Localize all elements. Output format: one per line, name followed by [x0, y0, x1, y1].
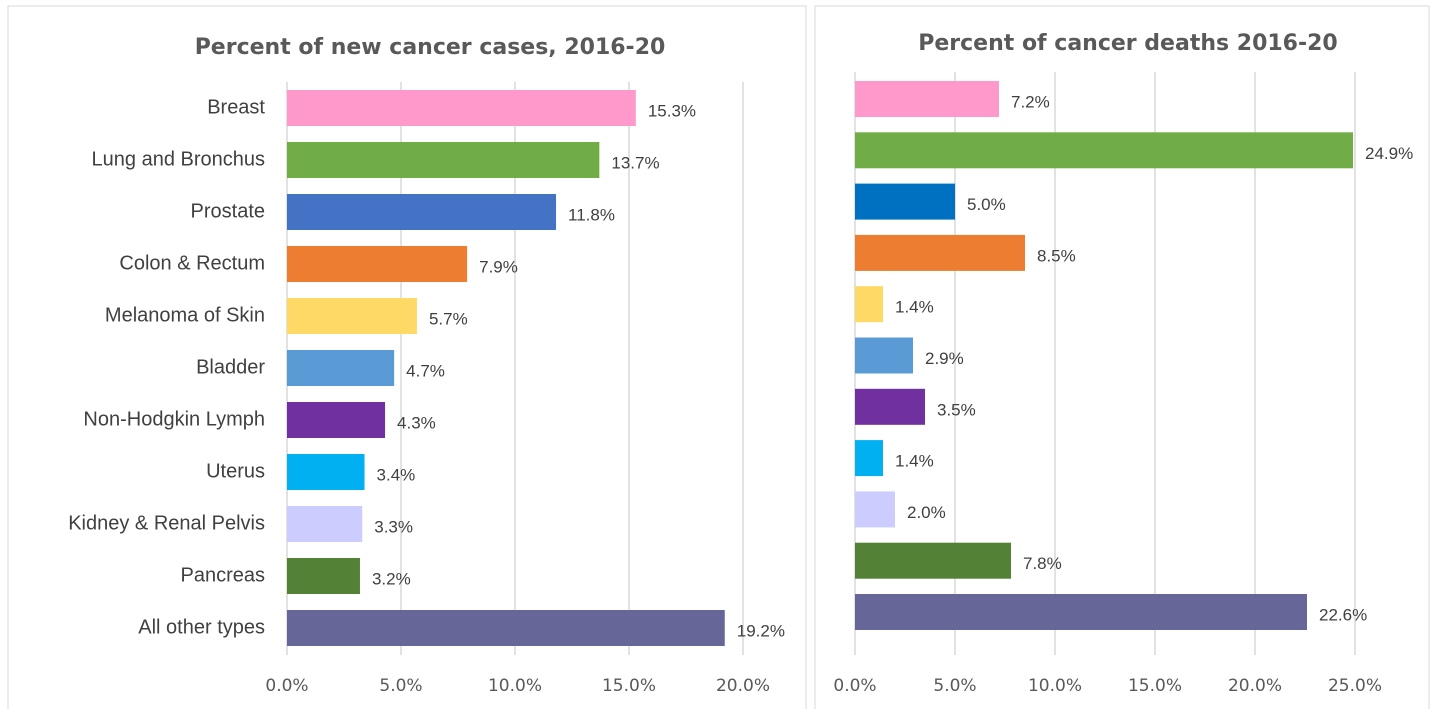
- bar: [287, 90, 636, 126]
- x-tick-label: 10.0%: [488, 676, 542, 696]
- bar: [287, 454, 365, 490]
- bar: [287, 350, 395, 386]
- panel-border: [814, 5, 1430, 709]
- value-label: 2.9%: [925, 349, 964, 368]
- value-label: 4.7%: [406, 361, 445, 380]
- bar: [287, 610, 725, 646]
- value-label: 7.2%: [1011, 92, 1050, 111]
- bar: [287, 506, 363, 542]
- x-tick-label: 0.0%: [833, 676, 876, 696]
- x-tick-label: 0.0%: [265, 676, 308, 696]
- bar: [287, 246, 468, 282]
- bar: [855, 132, 1353, 169]
- bar: [855, 81, 999, 117]
- bar: [287, 298, 417, 334]
- bar: [855, 234, 1025, 271]
- category-label: Bladder: [196, 356, 265, 378]
- bar: [855, 388, 925, 425]
- x-tick-label: 20.0%: [1228, 676, 1282, 696]
- bar: [287, 558, 360, 594]
- bar: [855, 594, 1307, 630]
- category-label: Colon & Rectum: [119, 252, 265, 274]
- value-label: 13.7%: [611, 153, 659, 172]
- value-label: 5.7%: [429, 309, 468, 328]
- category-label: Melanoma of Skin: [105, 304, 265, 326]
- value-label: 19.2%: [737, 621, 785, 640]
- value-label: 15.3%: [648, 101, 696, 120]
- value-label: 3.3%: [374, 517, 413, 536]
- value-label: 4.3%: [397, 413, 436, 432]
- value-label: 22.6%: [1319, 605, 1367, 624]
- x-tick-label: 20.0%: [716, 676, 770, 696]
- x-tick-label: 15.0%: [1128, 676, 1182, 696]
- x-tick-label: 5.0%: [379, 676, 422, 696]
- panel-border: [7, 5, 807, 709]
- value-label: 2.0%: [907, 503, 946, 522]
- value-label: 8.5%: [1037, 246, 1076, 265]
- chart-title: Percent of new cancer cases, 2016-20: [195, 35, 666, 60]
- category-label: Non-Hodgkin Lymph: [83, 408, 265, 430]
- category-label: Lung and Bronchus: [92, 148, 265, 170]
- category-label: Kidney & Renal Pelvis: [68, 512, 265, 534]
- bar: [855, 337, 913, 374]
- bar: [287, 142, 600, 178]
- category-label: Uterus: [206, 460, 265, 482]
- value-label: 1.4%: [895, 298, 934, 317]
- bar: [855, 440, 883, 477]
- value-label: 1.4%: [895, 452, 934, 471]
- value-label: 24.9%: [1365, 144, 1413, 163]
- category-label: All other types: [138, 616, 265, 638]
- value-label: 7.8%: [1023, 554, 1062, 573]
- bar: [855, 491, 895, 528]
- bar: [855, 286, 883, 323]
- x-tick-label: 25.0%: [1328, 676, 1382, 696]
- value-label: 3.5%: [937, 400, 976, 419]
- x-tick-label: 5.0%: [933, 676, 976, 696]
- chart-title: Percent of cancer deaths 2016-20: [918, 31, 1337, 56]
- value-label: 11.8%: [568, 205, 615, 224]
- category-label: Pancreas: [181, 564, 266, 586]
- value-label: 5.0%: [967, 195, 1006, 214]
- x-tick-label: 15.0%: [602, 676, 656, 696]
- bar: [855, 542, 1011, 579]
- value-label: 3.2%: [372, 569, 411, 588]
- value-label: 7.9%: [479, 257, 518, 276]
- category-label: Breast: [207, 96, 265, 118]
- x-tick-label: 10.0%: [1028, 676, 1082, 696]
- category-label: Prostate: [191, 200, 265, 222]
- bar: [287, 402, 386, 438]
- bar: [855, 183, 955, 220]
- value-label: 3.4%: [377, 465, 416, 484]
- bar: [287, 194, 557, 230]
